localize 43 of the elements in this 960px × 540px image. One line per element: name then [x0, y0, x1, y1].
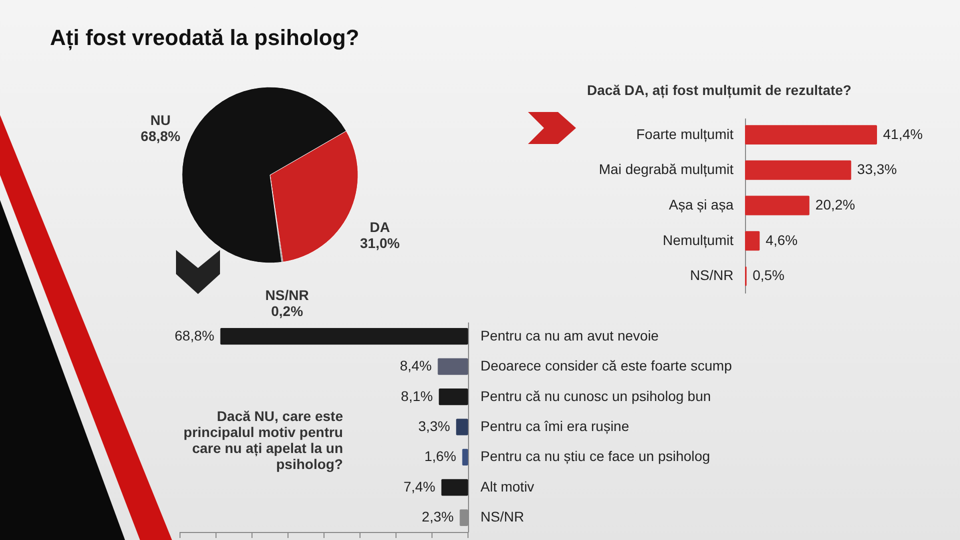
y-tick-label: NS/NR: [480, 508, 524, 525]
bar: [745, 231, 760, 251]
chart-title: Dacă DA, ați fost mulțumit de rezultate?: [587, 82, 852, 99]
data-label: 8,4%: [400, 358, 432, 374]
bar: [462, 448, 468, 466]
y-tick-label: Pentru ca nu am avut nevoie: [480, 327, 659, 344]
y-tick-label: Așa și așa: [668, 196, 734, 212]
data-label: 4,6%: [766, 232, 798, 248]
y-tick-label: Mai degrabă mulțumit: [598, 161, 734, 178]
data-label: 3,3%: [418, 418, 450, 434]
bar: [438, 388, 468, 406]
bar: [745, 196, 810, 216]
slice-label: NS/NR: [265, 286, 309, 303]
y-tick-label: Pentru ca nu știu ce face un psiholog: [480, 448, 710, 464]
data-label: 68,8%: [140, 128, 181, 144]
slice-label: NU: [150, 112, 171, 128]
bar: [438, 358, 468, 375]
data-label: 31,0%: [360, 235, 400, 252]
bar: [456, 418, 468, 436]
data-label: 8,1%: [400, 388, 433, 404]
data-label: 2,3%: [422, 508, 454, 525]
bar: [441, 479, 468, 496]
data-label: 0,2%: [271, 302, 304, 319]
y-tick-label: NS/NR: [690, 267, 734, 284]
text: Dacă NU, care este principalul motiv pentru care nu ați apelat la un psiholog?: [184, 408, 344, 472]
y-tick-label: Deoarece consider că este foarte scump: [480, 358, 732, 374]
bar: [745, 160, 852, 180]
data-label: 1,6%: [424, 448, 456, 464]
data-label: 68,8%: [174, 327, 214, 344]
y-tick-label: Pentru ca îmi era rușine: [480, 418, 630, 434]
data-label: 41,4%: [883, 126, 923, 142]
y-tick-label: Foarte mulțumit: [636, 126, 734, 142]
data-label: 7,4%: [403, 478, 436, 494]
slice-label: DA: [370, 219, 390, 236]
data-label: 33,3%: [857, 161, 897, 178]
data-label: 20,2%: [815, 196, 856, 212]
y-tick-label: Alt motiv: [480, 478, 534, 494]
y-tick-label: Nemulțumit: [662, 232, 734, 248]
data-label: 0,5%: [752, 267, 785, 284]
chart-title: Ați fost vreodată la psiholog?: [50, 25, 360, 51]
bar: [220, 328, 468, 345]
bar: [745, 125, 877, 145]
y-tick-label: Pentru că nu cunosc un psiholog bun: [480, 388, 711, 404]
